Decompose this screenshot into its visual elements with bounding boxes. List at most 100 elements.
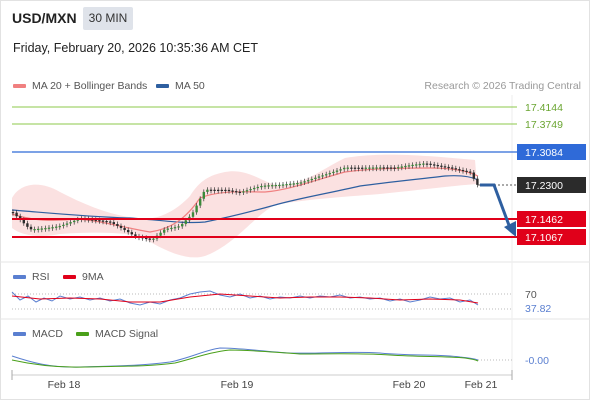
legend-rsi: RSI (13, 271, 50, 283)
candle-body (361, 167, 364, 169)
candle-body (400, 166, 403, 168)
ma50-label: MA 50 (175, 80, 205, 92)
candle-body (191, 212, 195, 217)
candle-body (76, 219, 79, 221)
candle-body (213, 189, 216, 191)
last-price-tag (517, 177, 586, 193)
candle-body (170, 227, 173, 230)
candle-body (130, 232, 133, 235)
candle-body (321, 175, 324, 177)
candle-body (119, 225, 123, 228)
candle-body (163, 229, 166, 233)
candle-body (433, 164, 436, 166)
candle-body (11, 212, 15, 214)
candle-body (267, 185, 270, 187)
level-r2-label: 17.3749 (525, 119, 563, 131)
candle-body (393, 167, 396, 169)
candle-body (217, 189, 220, 192)
candle-body (407, 165, 411, 167)
candle-body (19, 216, 22, 220)
candle-body (199, 198, 202, 206)
candle-body (73, 220, 76, 223)
rsi-value-label: 37.82 (525, 303, 551, 315)
rsi-line (11, 290, 479, 306)
last-price-label: 17.2300 (525, 180, 563, 192)
x-label-feb21: Feb 21 (465, 379, 498, 391)
candle-body (260, 185, 263, 188)
candle-body (51, 227, 54, 229)
candle-body (469, 171, 472, 173)
candle-body (33, 229, 36, 231)
candle-body (436, 165, 439, 167)
level-r3-label: 17.4144 (525, 102, 563, 114)
x-label-feb19: Feb 19 (221, 379, 254, 391)
candle-body (325, 174, 328, 176)
bollinger-band (12, 154, 477, 258)
ma20-swatch (13, 84, 26, 88)
level-s2-label: 17.1067 (525, 232, 563, 244)
candle-body (278, 184, 281, 187)
level-s1-tag (517, 211, 586, 227)
candle-body (415, 164, 418, 166)
x-label-feb20: Feb 20 (393, 379, 426, 391)
candle-body (274, 184, 277, 187)
candle-body (339, 169, 342, 171)
candle-body (346, 167, 349, 169)
candle-body (127, 230, 130, 233)
forecast-arrow-head (504, 221, 516, 237)
candle-body (15, 212, 18, 217)
candle-body (184, 220, 187, 224)
candle-body (317, 176, 321, 178)
candle-body (447, 166, 450, 169)
candle-body (404, 165, 407, 168)
timeframe-badge[interactable]: 30 MIN (83, 7, 133, 30)
candle-body (397, 167, 400, 169)
candle-body (429, 163, 432, 165)
candle-body (263, 185, 267, 187)
rsi-swatch (13, 275, 26, 279)
candle-body (281, 184, 285, 186)
legend-macd: MACD (13, 328, 63, 340)
candle-body (425, 163, 429, 165)
legend-rsi-ma: 9MA (63, 271, 104, 283)
candle-body (249, 189, 252, 191)
rsi-ma-line (11, 293, 479, 304)
candle-body (159, 232, 162, 236)
candle-body (389, 167, 393, 169)
candle-body (335, 170, 339, 172)
candle-body (109, 221, 112, 223)
macd-label: MACD (32, 328, 63, 340)
candle-body (368, 167, 371, 169)
macd-signal-swatch (76, 332, 89, 336)
candle-body (26, 223, 29, 227)
candle-body (105, 220, 108, 223)
candle-body (328, 173, 331, 175)
legend-macd-signal: MACD Signal (76, 328, 158, 340)
candle-body (181, 223, 184, 227)
candle-body (238, 191, 241, 193)
candle-body (44, 228, 47, 230)
forecast-arrow (480, 183, 512, 229)
macd-signal-label: MACD Signal (95, 328, 159, 340)
candle-body (451, 167, 454, 169)
candle-body (379, 167, 382, 169)
candle-body (443, 166, 447, 168)
candle-body (465, 170, 468, 172)
legend-ma20: MA 20 + Bollinger Bands (13, 80, 147, 92)
level-s2-tag (517, 229, 586, 245)
candle-body (343, 167, 346, 170)
macd-swatch (13, 332, 26, 336)
level-r1-tag (517, 144, 586, 160)
level-s1-label: 17.1462 (525, 214, 563, 226)
candle-body (202, 191, 205, 199)
candle-body (245, 190, 249, 192)
candle-body (145, 237, 148, 240)
candle-body (195, 205, 198, 213)
candle-body (224, 189, 227, 192)
candle-body (58, 226, 61, 228)
candle-body (411, 164, 414, 167)
ma50-line (11, 175, 479, 224)
candle-body (152, 238, 155, 240)
candle-body (209, 189, 213, 191)
